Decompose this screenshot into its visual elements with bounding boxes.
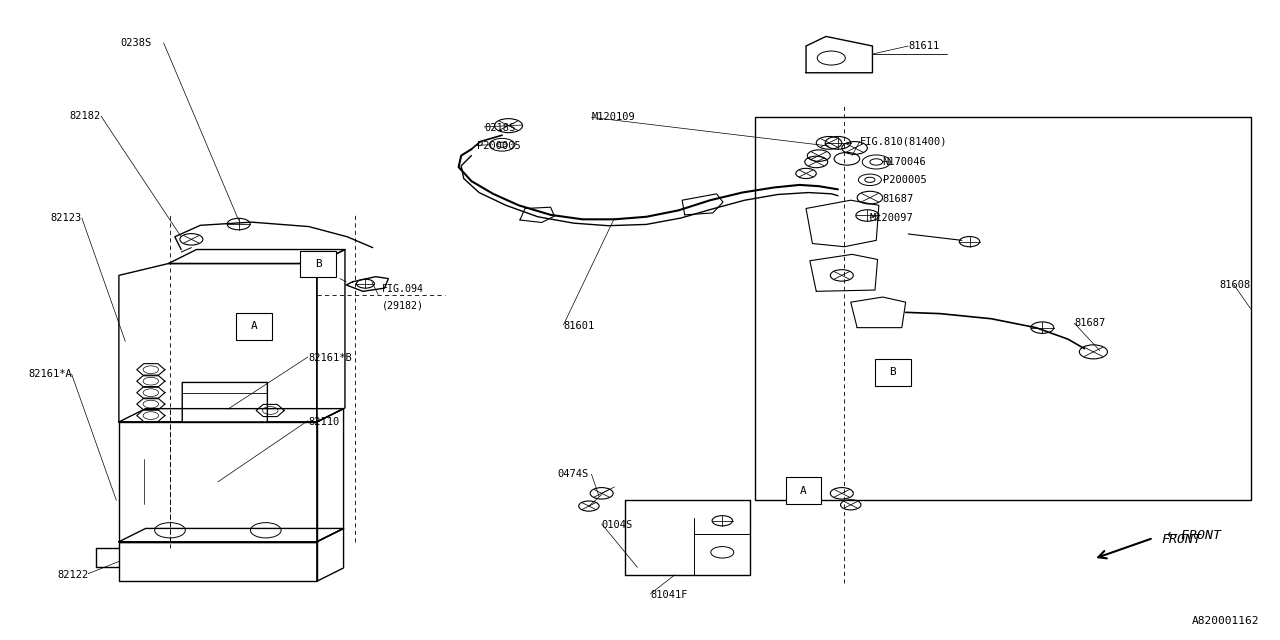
Text: 81608: 81608 [1220,280,1251,290]
Text: FIG.094: FIG.094 [381,284,424,294]
Text: 0474S: 0474S [558,469,589,479]
Text: $\leftarrow$FRONT: $\leftarrow$FRONT [1164,529,1222,542]
Text: (29182): (29182) [381,301,424,311]
Text: FRONT: FRONT [1161,533,1201,547]
Text: 0238S: 0238S [120,38,152,48]
Text: P200005: P200005 [883,175,927,185]
Text: B: B [890,367,896,377]
Text: A: A [251,321,257,332]
Bar [237,313,273,340]
Text: 81687: 81687 [1074,318,1106,328]
Text: M120109: M120109 [591,113,635,122]
Bar [876,359,911,386]
Text: 0218S: 0218S [484,122,516,132]
Text: 82110: 82110 [308,417,339,427]
Bar [755,117,1251,500]
Text: 81687: 81687 [883,194,914,204]
Text: 82123: 82123 [51,213,82,223]
Text: 82161*A: 82161*A [28,369,72,379]
Bar [786,477,822,504]
Text: M120097: M120097 [870,213,914,223]
Text: P200005: P200005 [476,141,520,151]
Text: N170046: N170046 [883,157,927,167]
Text: 0104S: 0104S [602,520,632,530]
Text: 81611: 81611 [909,41,940,51]
Text: B: B [315,259,321,269]
Text: FIG.810(81400): FIG.810(81400) [860,136,947,147]
Text: 81601: 81601 [563,321,595,332]
Text: A: A [800,486,806,496]
Bar [301,250,337,277]
Text: 81041F: 81041F [650,590,687,600]
Text: 82161*B: 82161*B [308,353,352,364]
Text: A820001162: A820001162 [1192,616,1260,626]
Text: 82182: 82182 [70,111,101,121]
Text: 82122: 82122 [58,570,88,580]
